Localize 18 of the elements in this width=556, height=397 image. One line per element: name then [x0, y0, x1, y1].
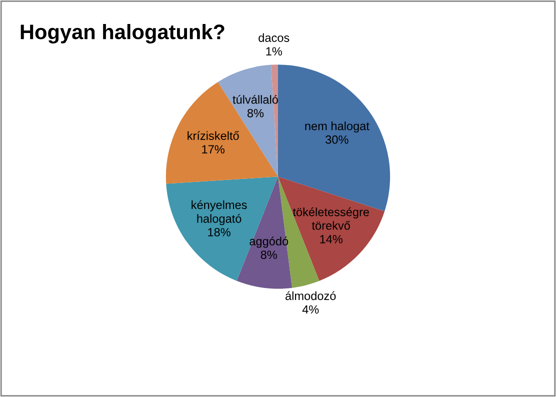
data-label: 18%: [208, 228, 230, 236]
data-label: 14%: [320, 235, 343, 244]
slice-label: kényelmes halogató: [192, 200, 247, 226]
chart-title: Hogyan halogatunk?: [20, 24, 224, 44]
data-label: 1%: [266, 47, 282, 56]
data-label: 30%: [326, 135, 348, 144]
slice-label: dacos: [258, 33, 290, 42]
slice-label: álmodozó: [286, 291, 336, 300]
data-label: 8%: [247, 108, 264, 118]
pie-slice: [166, 82, 278, 184]
data-label: 17%: [202, 145, 224, 154]
slice-label: kríziskeltő: [188, 131, 239, 140]
slice-label: nem halogat: [305, 122, 370, 133]
data-label: 8%: [260, 250, 277, 259]
slice-label: aggódó: [250, 236, 288, 248]
slice-label: tökéletességre törekvő: [292, 207, 369, 230]
data-label: 4%: [302, 305, 319, 314]
slice-label: túlvállaló: [232, 94, 278, 104]
